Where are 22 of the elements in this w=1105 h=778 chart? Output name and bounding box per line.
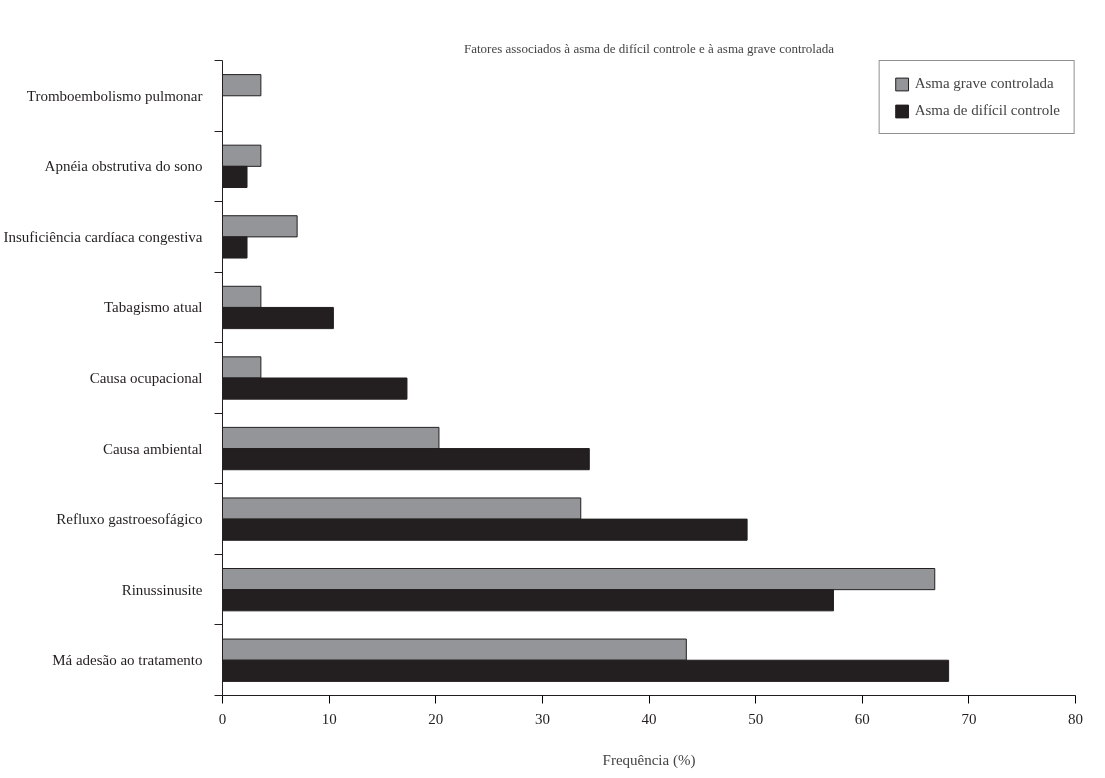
y-tick-label: Tabagismo atual [104, 299, 203, 316]
x-tick-label: 0 [218, 710, 227, 727]
y-tick-label: Apnéia obstrutiva do sono [44, 158, 203, 175]
y-tick-label: Má adesão ao tratamento [52, 652, 203, 669]
x-tick-label: 30 [534, 710, 550, 727]
x-tick-label: 40 [641, 710, 657, 727]
x-tick-label: 80 [1068, 710, 1083, 727]
y-tick-label: Tromboembolismo pulmonar [26, 87, 203, 104]
legend-label: Asma de difícil controle [914, 102, 1060, 119]
y-tick-label: Causa ocupacional [89, 370, 203, 386]
y-tick-label: Causa ambiental [102, 440, 203, 457]
x-tick-label: 70 [961, 710, 977, 727]
x-tick-label: 20 [428, 710, 444, 727]
y-tick-label: Refluxo gastroesofágico [56, 511, 203, 528]
x-tick-label: 50 [748, 710, 764, 727]
x-axis-title: Frequência (%) [602, 751, 696, 769]
y-tick-label: Rinussinusite [121, 581, 203, 598]
x-tick-label: 10 [321, 710, 337, 727]
y-tick-label: Insuficiência cardíaca congestiva [3, 228, 203, 245]
legend-label: Asma grave controlada [914, 75, 1054, 92]
x-tick-label: 60 [854, 710, 870, 727]
chart-title: Fatores associados à asma de difícil controle e à asma grave controlada [464, 40, 835, 56]
